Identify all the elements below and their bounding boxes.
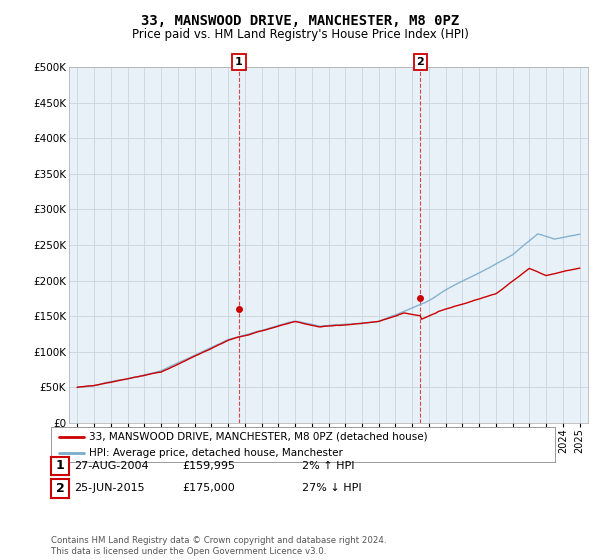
Text: £159,995: £159,995 [182,461,235,471]
Text: 1: 1 [235,57,243,67]
Text: 33, MANSWOOD DRIVE, MANCHESTER, M8 0PZ: 33, MANSWOOD DRIVE, MANCHESTER, M8 0PZ [141,14,459,28]
Text: 2% ↑ HPI: 2% ↑ HPI [302,461,354,471]
Text: 27% ↓ HPI: 27% ↓ HPI [302,483,361,493]
Text: 27-AUG-2004: 27-AUG-2004 [74,461,148,471]
Text: 33, MANSWOOD DRIVE, MANCHESTER, M8 0PZ (detached house): 33, MANSWOOD DRIVE, MANCHESTER, M8 0PZ (… [89,432,427,442]
Text: 2: 2 [56,482,64,495]
Text: HPI: Average price, detached house, Manchester: HPI: Average price, detached house, Manc… [89,447,343,458]
Text: £175,000: £175,000 [182,483,235,493]
Text: 2: 2 [416,57,424,67]
Text: Contains HM Land Registry data © Crown copyright and database right 2024.
This d: Contains HM Land Registry data © Crown c… [51,536,386,556]
Text: 1: 1 [56,459,64,473]
Text: 25-JUN-2015: 25-JUN-2015 [74,483,145,493]
Text: Price paid vs. HM Land Registry's House Price Index (HPI): Price paid vs. HM Land Registry's House … [131,28,469,41]
